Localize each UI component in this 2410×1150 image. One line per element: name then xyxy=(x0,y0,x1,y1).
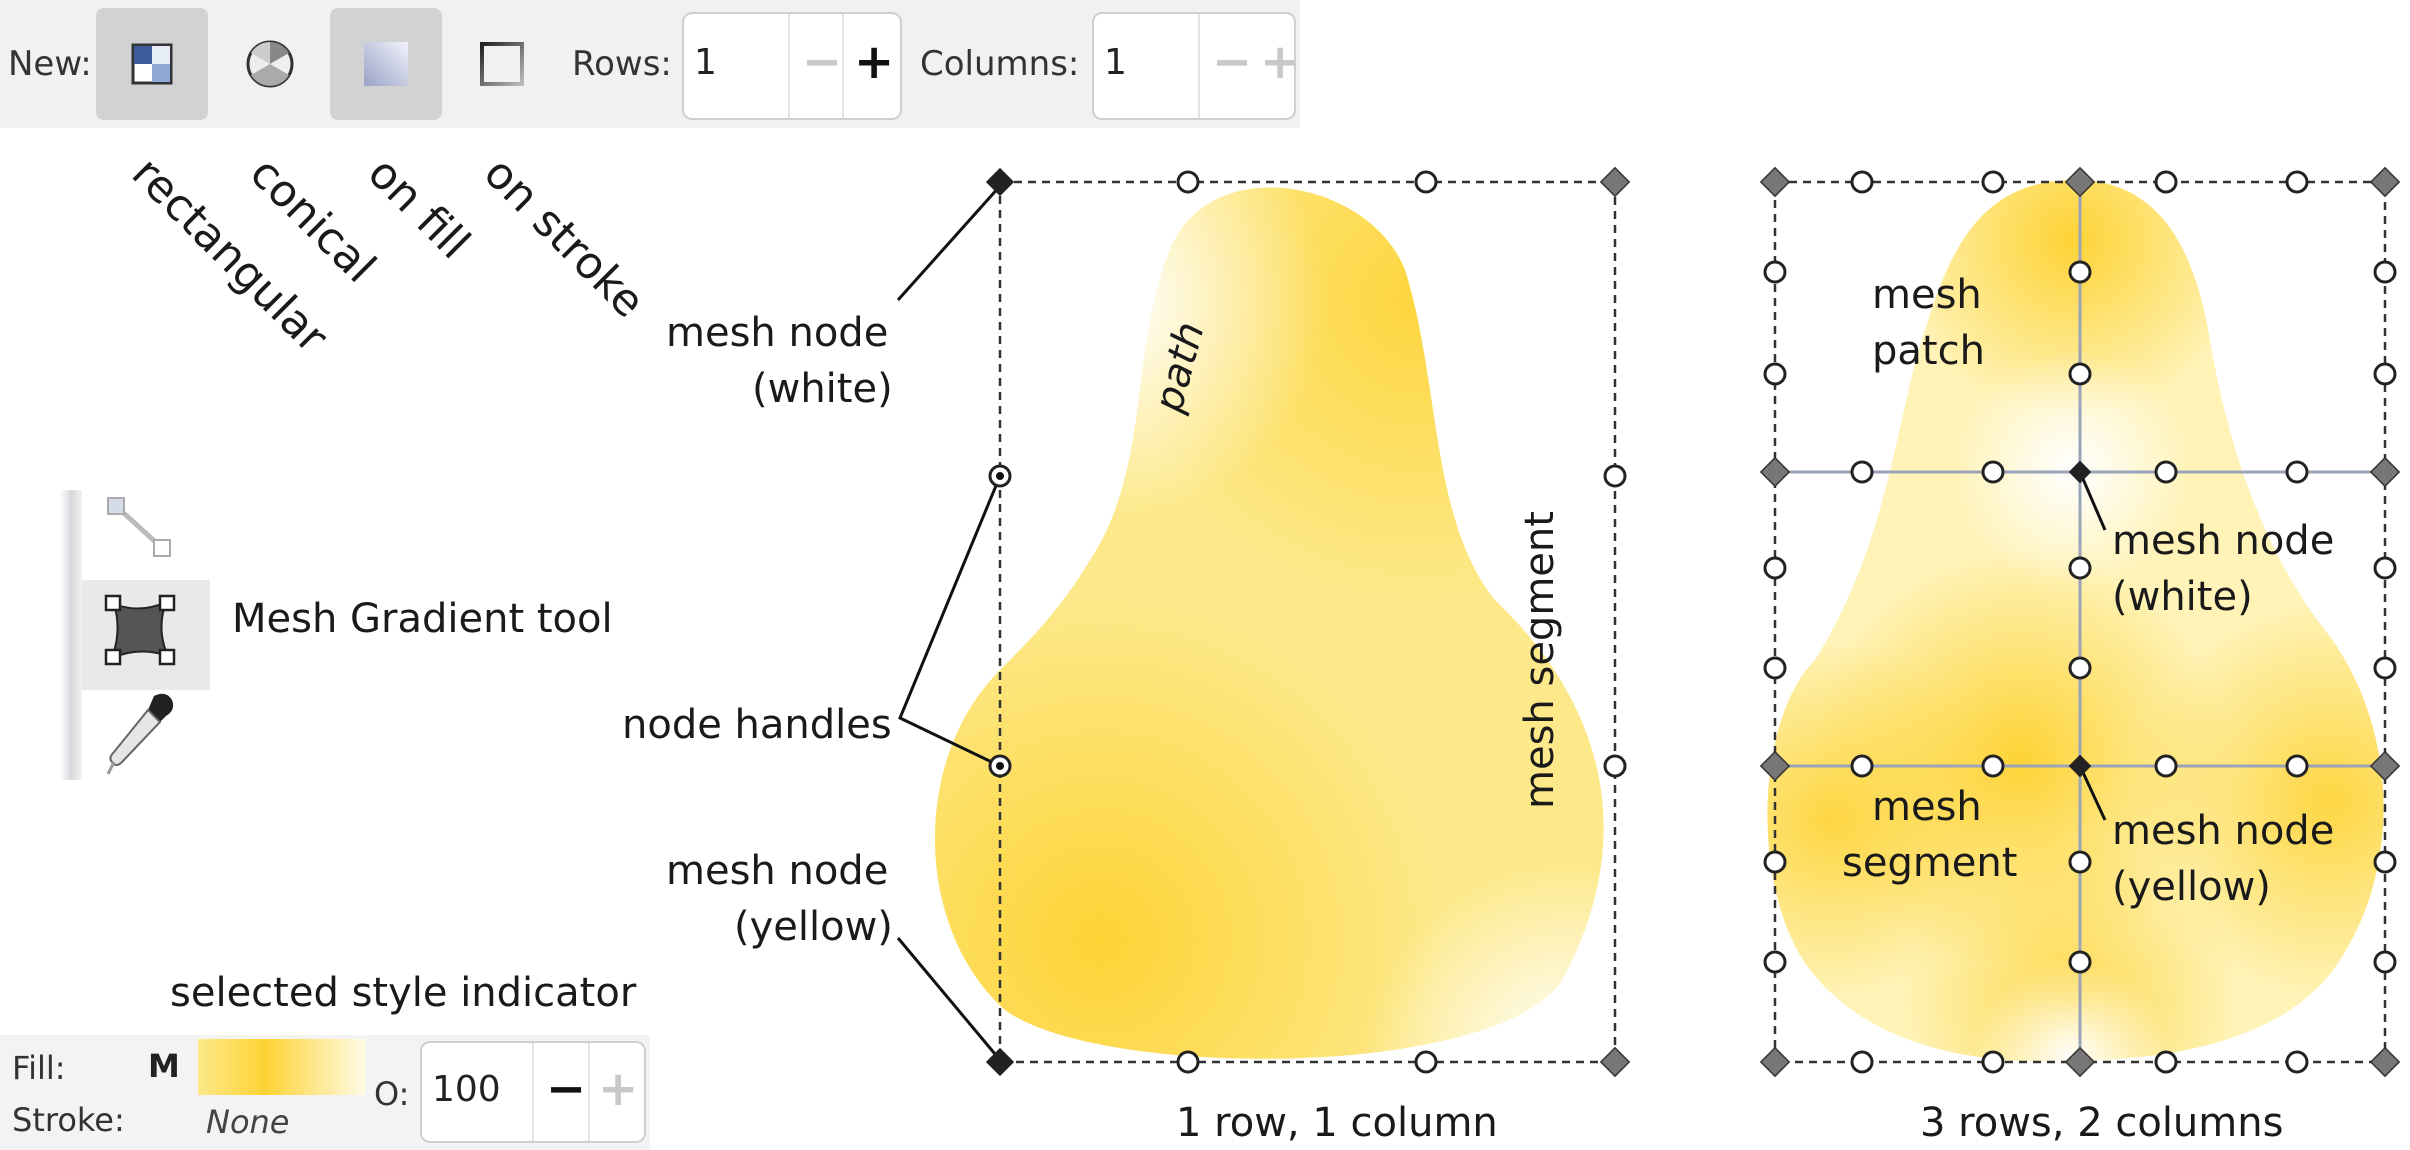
right-mesh-grid xyxy=(1773,180,2387,1064)
rows-spinbox[interactable]: 1 − + xyxy=(682,12,902,120)
new-label: New: xyxy=(8,44,92,84)
rectangular-mesh-button[interactable] xyxy=(96,8,208,120)
gradient-tool-button[interactable] xyxy=(100,490,180,570)
mesh-node-yellow-label-line2: (yellow) xyxy=(734,904,893,950)
mesh-gradient-tool-icon xyxy=(104,594,176,666)
opacity-input[interactable]: 100 xyxy=(432,1069,501,1110)
mesh-patch-label-line1: mesh xyxy=(1872,272,1982,318)
mesh-node-white-label-line2: (white) xyxy=(752,366,893,412)
spin-divider xyxy=(1198,14,1200,118)
opacity-decrement-button[interactable]: − xyxy=(546,1061,587,1117)
gradient-tool-icon xyxy=(107,497,171,557)
rows-input[interactable]: 1 xyxy=(694,42,717,83)
fill-swatch[interactable] xyxy=(198,1039,366,1095)
right-mesh-node-yellow-line2: (yellow) xyxy=(2112,864,2271,910)
mesh-node-yellow-label-line1: mesh node xyxy=(666,848,889,894)
spin-divider xyxy=(788,14,790,118)
right-mesh-segment-line2: segment xyxy=(1842,840,2018,886)
rows-decrement-button[interactable]: − xyxy=(802,34,843,90)
conical-mesh-icon xyxy=(246,40,294,88)
stroke-label: Stroke: xyxy=(12,1101,125,1139)
mesh-gradient-tool-label: Mesh Gradient tool xyxy=(232,596,613,642)
left-caption: 1 row, 1 column xyxy=(1176,1100,1498,1146)
fill-gradient-icon xyxy=(364,42,408,86)
right-mesh-node-white-line1: mesh node xyxy=(2112,518,2335,564)
right-caption: 3 rows, 2 columns xyxy=(1920,1100,2284,1146)
mesh-patch-label-line2: patch xyxy=(1872,328,1985,374)
spin-divider xyxy=(842,14,844,118)
mesh-gradient-tool-button[interactable] xyxy=(100,590,180,670)
columns-spinbox[interactable]: 1 − + xyxy=(1092,12,1300,120)
selected-style-indicator-label: selected style indicator xyxy=(170,970,637,1016)
path-label: path xyxy=(1145,317,1214,417)
columns-decrement-button[interactable]: − xyxy=(1212,34,1253,90)
stroke-value[interactable]: None xyxy=(206,1103,290,1141)
right-mesh-node-white-line2: (white) xyxy=(2112,574,2253,620)
style-indicator-bar: Fill: M Stroke: None O: 100 − + xyxy=(0,1035,650,1150)
spin-divider xyxy=(588,1043,590,1141)
columns-increment-button[interactable]: + xyxy=(1260,34,1301,90)
mesh-node-white-label-line1: mesh node xyxy=(666,310,889,356)
right-mesh-node-yellow-line1: mesh node xyxy=(2112,808,2335,854)
on-stroke-label: on stroke xyxy=(473,147,655,328)
tool-sidebar xyxy=(0,490,210,780)
mesh-toolbar: New: Rows: 1 − xyxy=(0,0,1300,128)
stroke-gradient-icon xyxy=(480,42,524,86)
dropper-icon xyxy=(106,693,174,775)
columns-label: Columns: xyxy=(920,44,1080,84)
mesh-segment-vertical-label: mesh segment xyxy=(1517,511,1563,809)
opacity-increment-button[interactable]: + xyxy=(598,1061,639,1117)
rows-increment-button[interactable]: + xyxy=(854,34,895,90)
spin-divider xyxy=(532,1043,534,1141)
columns-input[interactable]: 1 xyxy=(1104,42,1127,83)
rectangular-mesh-icon xyxy=(131,43,173,85)
conical-mesh-button[interactable] xyxy=(214,8,326,120)
right-mesh-nodes xyxy=(1759,166,2401,1078)
opacity-spinbox[interactable]: 100 − + xyxy=(420,1041,646,1143)
dropper-tool-button[interactable] xyxy=(100,686,180,780)
fill-type-indicator[interactable]: M xyxy=(148,1047,180,1085)
right-pear-path xyxy=(1767,180,2384,1062)
on-fill-button[interactable] xyxy=(330,8,442,120)
fill-label: Fill: xyxy=(12,1049,66,1087)
node-handles-label: node handles xyxy=(622,702,892,748)
opacity-label: O: xyxy=(374,1075,410,1113)
on-stroke-button[interactable] xyxy=(446,8,558,120)
rows-label: Rows: xyxy=(572,44,672,84)
right-mesh-segment-line1: mesh xyxy=(1872,784,1982,830)
